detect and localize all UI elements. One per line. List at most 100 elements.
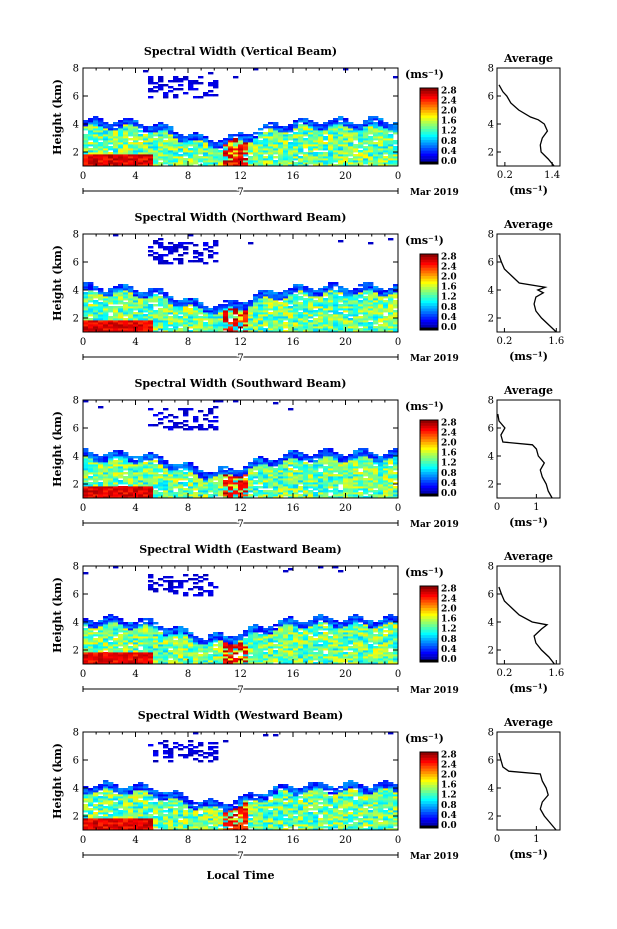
heatmap-cell (228, 306, 234, 309)
heatmap-cell (268, 296, 274, 299)
heatmap-cell (173, 94, 179, 97)
heatmap-cell (178, 262, 184, 265)
heatmap-cell (248, 324, 254, 327)
heatmap-cell (293, 144, 299, 147)
heatmap-cell (353, 456, 359, 459)
heatmap-cell (128, 330, 134, 333)
heatmap-cell (188, 486, 194, 489)
heatmap-cell (278, 152, 284, 155)
heatmap-cell (178, 640, 184, 643)
heatmap-cell (313, 126, 319, 129)
heatmap-cell (248, 488, 254, 491)
heatmap-cell (123, 650, 129, 653)
heatmap-cell (353, 486, 359, 489)
heatmap-cell (238, 132, 244, 135)
heatmap-cell (313, 130, 319, 133)
heatmap-cell (198, 322, 204, 325)
heatmap-cell (168, 296, 174, 299)
heatmap-cell (158, 324, 164, 327)
heatmap-cell (153, 424, 159, 427)
panel-title: Spectral Width (Northward Beam) (135, 211, 347, 224)
heatmap-cell (148, 480, 154, 483)
heatmap-cell (198, 326, 204, 329)
heatmap-cell (88, 628, 94, 631)
heatmap-cell (123, 486, 129, 489)
heatmap-cell (163, 408, 169, 411)
heatmap-cell (168, 160, 174, 163)
avg-y-tick-label: 8 (488, 396, 494, 407)
heatmap-cell (328, 456, 334, 459)
heatmap-cell (343, 482, 349, 485)
heatmap-cell (288, 154, 294, 157)
heatmap-cell (98, 320, 104, 323)
heatmap-cell (308, 156, 314, 159)
heatmap-cell (208, 654, 214, 657)
heatmap-cell (143, 636, 149, 639)
heatmap-cell (368, 458, 374, 461)
heatmap-cell (163, 326, 169, 329)
heatmap-cell (383, 456, 389, 459)
heatmap-cell (103, 308, 109, 311)
heatmap-cell (318, 488, 324, 491)
heatmap-cell (368, 316, 374, 319)
heatmap-cell (263, 328, 269, 331)
heatmap-cell (293, 492, 299, 495)
heatmap-cell (368, 476, 374, 479)
heatmap-cell (308, 150, 314, 153)
heatmap-cell (88, 294, 94, 297)
heatmap-cell (343, 458, 349, 461)
heatmap-cell (318, 466, 324, 469)
heatmap-cell (298, 162, 304, 165)
heatmap-cell (113, 616, 119, 619)
heatmap-cell (118, 644, 124, 647)
heatmap-cell (128, 660, 134, 663)
heatmap-cell (248, 242, 254, 245)
heatmap-cell (123, 312, 129, 315)
colorbar-segment (420, 117, 438, 121)
heatmap-cell (118, 486, 124, 489)
heatmap-cell (183, 630, 189, 633)
heatmap-cell (323, 494, 329, 497)
heatmap-cell (278, 478, 284, 481)
heatmap-cell (83, 454, 89, 457)
heatmap-cell (118, 300, 124, 303)
heatmap-cell (148, 636, 154, 639)
heatmap-cell (253, 658, 259, 661)
heatmap-cell (118, 470, 124, 473)
heatmap-cell (143, 458, 149, 461)
heatmap-cell (383, 126, 389, 129)
heatmap-cell (98, 314, 104, 317)
heatmap-cell (248, 480, 254, 483)
heatmap-cell (178, 476, 184, 479)
heatmap-cell (328, 132, 334, 135)
heatmap-cell (103, 482, 109, 485)
heatmap-cell (98, 136, 104, 139)
heatmap-cell (263, 308, 269, 311)
heatmap-cell (313, 146, 319, 149)
heatmap-cell (283, 142, 289, 145)
heatmap-cell (133, 138, 139, 141)
heatmap-cell (288, 150, 294, 153)
heatmap-cell (248, 148, 254, 151)
heatmap-cell (283, 146, 289, 149)
heatmap-cell (168, 636, 174, 639)
heatmap-cell (223, 490, 229, 493)
colorbar-segment (420, 468, 438, 472)
heatmap-cell (148, 642, 154, 645)
heatmap-cell (378, 320, 384, 323)
heatmap-cell (283, 456, 289, 459)
heatmap-cell (318, 494, 324, 497)
heatmap-cell (323, 468, 329, 471)
heatmap-cell (123, 130, 129, 133)
heatmap-cell (93, 160, 99, 163)
heatmap-cell (263, 142, 269, 145)
heatmap-cell (208, 320, 214, 323)
heatmap-cell (333, 140, 339, 143)
heatmap-cell (148, 88, 154, 91)
heatmap-cell (148, 644, 154, 647)
heatmap-cell (288, 330, 294, 333)
heatmap-cell (288, 146, 294, 149)
heatmap-cell (298, 470, 304, 473)
heatmap-cell (228, 324, 234, 327)
heatmap-cell (193, 142, 199, 145)
